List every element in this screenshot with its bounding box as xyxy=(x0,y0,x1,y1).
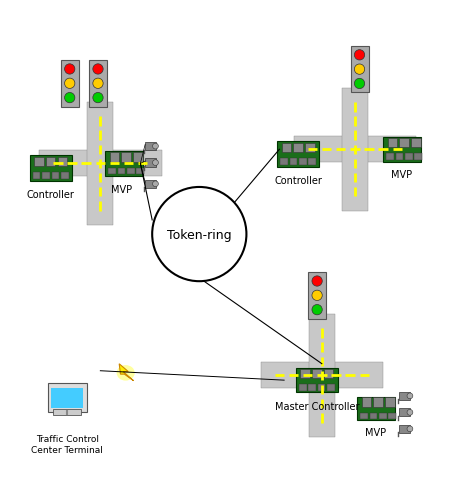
FancyBboxPatch shape xyxy=(280,159,288,165)
FancyBboxPatch shape xyxy=(39,151,162,177)
Circle shape xyxy=(93,79,103,89)
FancyBboxPatch shape xyxy=(109,153,119,162)
Circle shape xyxy=(93,65,103,75)
FancyBboxPatch shape xyxy=(277,142,319,167)
FancyBboxPatch shape xyxy=(327,385,335,391)
FancyBboxPatch shape xyxy=(370,413,377,419)
FancyBboxPatch shape xyxy=(145,159,156,167)
FancyBboxPatch shape xyxy=(54,409,81,415)
FancyBboxPatch shape xyxy=(137,168,144,175)
FancyBboxPatch shape xyxy=(48,384,87,412)
Text: Traffic Control
Center Terminal: Traffic Control Center Terminal xyxy=(31,434,103,454)
FancyBboxPatch shape xyxy=(33,173,40,180)
Circle shape xyxy=(407,426,413,432)
FancyBboxPatch shape xyxy=(127,168,135,175)
Circle shape xyxy=(407,393,413,399)
Circle shape xyxy=(312,290,322,301)
FancyBboxPatch shape xyxy=(379,413,387,419)
Text: Controller: Controller xyxy=(274,176,322,186)
Text: MVP: MVP xyxy=(111,184,132,194)
FancyBboxPatch shape xyxy=(309,159,316,165)
Circle shape xyxy=(153,182,158,187)
FancyBboxPatch shape xyxy=(318,385,325,391)
Circle shape xyxy=(355,79,365,89)
FancyBboxPatch shape xyxy=(42,173,50,180)
FancyBboxPatch shape xyxy=(290,159,297,165)
FancyBboxPatch shape xyxy=(46,158,55,167)
FancyBboxPatch shape xyxy=(305,143,315,153)
FancyBboxPatch shape xyxy=(399,392,410,400)
FancyBboxPatch shape xyxy=(105,152,143,176)
FancyBboxPatch shape xyxy=(133,153,143,162)
Circle shape xyxy=(312,305,322,315)
Polygon shape xyxy=(119,364,134,381)
FancyBboxPatch shape xyxy=(388,139,397,148)
FancyBboxPatch shape xyxy=(118,168,125,175)
FancyBboxPatch shape xyxy=(324,369,333,379)
FancyBboxPatch shape xyxy=(362,397,371,407)
FancyBboxPatch shape xyxy=(61,61,79,107)
Text: MVP: MVP xyxy=(392,170,412,180)
FancyBboxPatch shape xyxy=(414,154,422,161)
Text: Token-ring: Token-ring xyxy=(167,228,232,241)
FancyBboxPatch shape xyxy=(282,143,291,153)
Circle shape xyxy=(64,79,75,89)
Circle shape xyxy=(153,161,158,166)
FancyBboxPatch shape xyxy=(405,154,412,161)
FancyBboxPatch shape xyxy=(108,168,116,175)
Circle shape xyxy=(355,51,365,61)
FancyBboxPatch shape xyxy=(52,173,59,180)
FancyBboxPatch shape xyxy=(308,272,326,319)
Circle shape xyxy=(153,144,158,150)
FancyBboxPatch shape xyxy=(360,413,368,419)
FancyBboxPatch shape xyxy=(58,158,67,167)
Text: MVP: MVP xyxy=(365,427,387,437)
FancyBboxPatch shape xyxy=(121,153,131,162)
FancyBboxPatch shape xyxy=(389,413,396,419)
FancyBboxPatch shape xyxy=(399,408,410,417)
Circle shape xyxy=(93,93,103,103)
FancyBboxPatch shape xyxy=(383,138,420,162)
FancyBboxPatch shape xyxy=(299,159,307,165)
FancyBboxPatch shape xyxy=(296,368,338,393)
FancyBboxPatch shape xyxy=(374,397,383,407)
FancyBboxPatch shape xyxy=(145,142,156,151)
FancyBboxPatch shape xyxy=(51,388,83,408)
FancyBboxPatch shape xyxy=(309,385,316,391)
FancyBboxPatch shape xyxy=(386,154,394,161)
FancyBboxPatch shape xyxy=(301,369,310,379)
FancyBboxPatch shape xyxy=(357,397,395,420)
FancyBboxPatch shape xyxy=(261,363,383,388)
Circle shape xyxy=(152,187,246,282)
FancyBboxPatch shape xyxy=(89,61,107,107)
Circle shape xyxy=(64,65,75,75)
FancyBboxPatch shape xyxy=(312,369,321,379)
FancyBboxPatch shape xyxy=(299,385,307,391)
Circle shape xyxy=(355,65,365,75)
FancyBboxPatch shape xyxy=(61,173,69,180)
Circle shape xyxy=(64,93,75,103)
FancyBboxPatch shape xyxy=(293,137,416,163)
FancyBboxPatch shape xyxy=(396,154,403,161)
Circle shape xyxy=(312,276,322,286)
FancyBboxPatch shape xyxy=(385,397,395,407)
FancyBboxPatch shape xyxy=(145,181,156,188)
Text: Controller: Controller xyxy=(27,190,75,200)
FancyBboxPatch shape xyxy=(399,139,409,148)
Ellipse shape xyxy=(117,366,135,381)
FancyBboxPatch shape xyxy=(87,103,113,225)
FancyBboxPatch shape xyxy=(399,425,410,433)
Text: Master Controller: Master Controller xyxy=(275,402,359,411)
FancyBboxPatch shape xyxy=(350,47,368,93)
Circle shape xyxy=(407,409,413,415)
FancyBboxPatch shape xyxy=(293,143,303,153)
FancyBboxPatch shape xyxy=(411,139,420,148)
FancyBboxPatch shape xyxy=(342,89,368,211)
FancyBboxPatch shape xyxy=(34,158,44,167)
FancyBboxPatch shape xyxy=(309,315,335,437)
FancyBboxPatch shape xyxy=(30,156,72,182)
